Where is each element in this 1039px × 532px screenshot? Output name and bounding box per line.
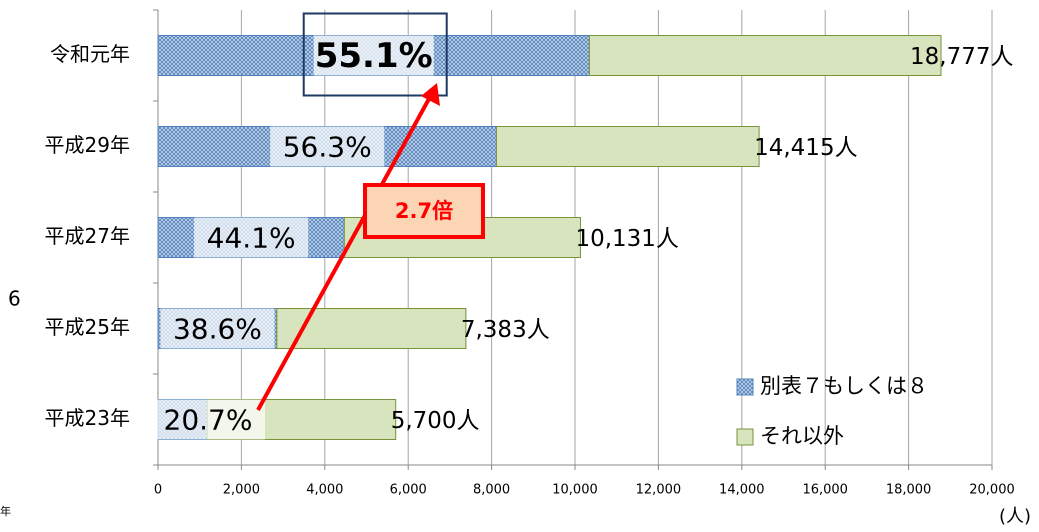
legend-swatch — [736, 428, 754, 446]
x-tick-label: 0 — [154, 483, 162, 498]
annotation-box — [363, 183, 485, 239]
x-tick-label: 8,000 — [473, 483, 510, 498]
arrow — [256, 96, 432, 411]
edge-text: 年 — [0, 504, 11, 518]
legend-label: 別表７もしくは８ — [760, 374, 928, 398]
x-tick-label: 12,000 — [636, 483, 682, 498]
x-tick-label: 6,000 — [390, 483, 427, 498]
share-label: 38.6% — [173, 313, 262, 346]
arrow-head — [421, 83, 440, 106]
total-label: 18,777人 — [910, 44, 1013, 70]
total-label: 5,700人 — [391, 408, 480, 434]
x-tick-label: 14,000 — [719, 483, 765, 498]
share-label-bg — [270, 126, 385, 167]
x-axis-label: (人) — [999, 506, 1031, 527]
share-label-bg — [151, 399, 265, 440]
highlight-box — [302, 12, 448, 97]
legend-label: それ以外 — [760, 424, 844, 448]
x-tick-label: 18,000 — [886, 483, 932, 498]
y-tick-label: 平成23年 — [45, 406, 130, 430]
y-tick-label: 令和元年 — [50, 42, 130, 66]
share-label: 20.7% — [164, 404, 253, 437]
share-label-bg — [194, 217, 309, 258]
edge-text: 6 — [8, 287, 21, 311]
annotation: 2.7倍 — [395, 199, 453, 223]
x-tick-label: 4,000 — [306, 483, 343, 498]
y-tick-label: 平成27年 — [45, 224, 130, 248]
x-tick-label: 2,000 — [223, 483, 260, 498]
x-tick-label: 10,000 — [552, 483, 598, 498]
total-label: 14,415人 — [754, 135, 857, 161]
bar-segment — [276, 308, 467, 349]
y-tick-label: 平成29年 — [45, 133, 130, 157]
share-label-bg — [160, 308, 275, 349]
share-label: 44.1% — [207, 222, 296, 255]
total-label: 7,383人 — [461, 317, 550, 343]
bar-segment — [588, 35, 942, 76]
x-tick-label: 20,000 — [969, 483, 1015, 498]
share-label: 55.1% — [315, 36, 433, 76]
total-label: 10,131人 — [575, 226, 678, 252]
bar-segment — [495, 126, 760, 167]
x-tick-label: 16,000 — [802, 483, 848, 498]
share-label-bg — [313, 35, 434, 76]
legend-swatch — [736, 378, 754, 396]
share-label: 56.3% — [283, 131, 372, 164]
y-tick-label: 平成25年 — [45, 315, 130, 339]
